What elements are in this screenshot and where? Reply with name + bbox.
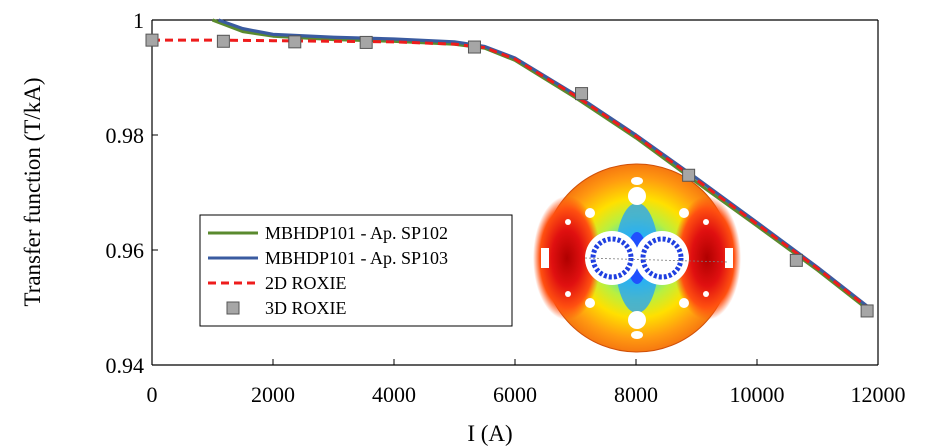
series-marker-3 (682, 168, 696, 182)
x-tick-label: 4000 (372, 382, 416, 407)
series-marker-3 (145, 33, 159, 47)
series-marker-3 (288, 35, 302, 49)
legend: MBHDP101 - Ap. SP102 MBHDP101 - Ap. SP103… (199, 214, 513, 327)
y-tick-label: 0.94 (106, 353, 145, 378)
x-tick-label: 12000 (851, 382, 906, 407)
series-line-2 (152, 38, 870, 310)
legend-label-2: 2D ROXIE (265, 273, 347, 293)
series-line-0 (211, 18, 870, 312)
x-axis-title: I (A) (467, 421, 512, 446)
y-axis-title: Transfer function (T/kA) (20, 77, 45, 306)
y-tick-label: 0.98 (106, 123, 145, 148)
series-marker-3 (860, 304, 874, 318)
series-layer (152, 18, 870, 312)
series-marker-3 (789, 253, 803, 267)
legend-label-1: MBHDP101 - Ap. SP103 (265, 248, 448, 268)
y-tick-label: 0.96 (106, 238, 145, 263)
series-marker-3 (575, 87, 589, 101)
series-marker-3 (359, 35, 373, 49)
x-tick-label: 10000 (730, 382, 785, 407)
x-tick-label: 6000 (493, 382, 537, 407)
marker-layer (145, 33, 874, 318)
legend-label-3: 3D ROXIE (265, 298, 347, 318)
legend-swatch-3 (226, 301, 240, 315)
y-tick-label: 1 (133, 8, 144, 33)
x-tick-label: 0 (147, 382, 158, 407)
tick-layer: 0 2000 4000 6000 8000 10000 12000 0.94 0.96 0.98 1 (106, 8, 906, 407)
x-tick-label: 2000 (251, 382, 295, 407)
series-marker-3 (467, 40, 481, 54)
x-tick-label: 8000 (614, 382, 658, 407)
magnet-field-map-inset (533, 163, 741, 353)
series-marker-3 (216, 34, 230, 48)
legend-label-0: MBHDP101 - Ap. SP102 (265, 223, 448, 243)
